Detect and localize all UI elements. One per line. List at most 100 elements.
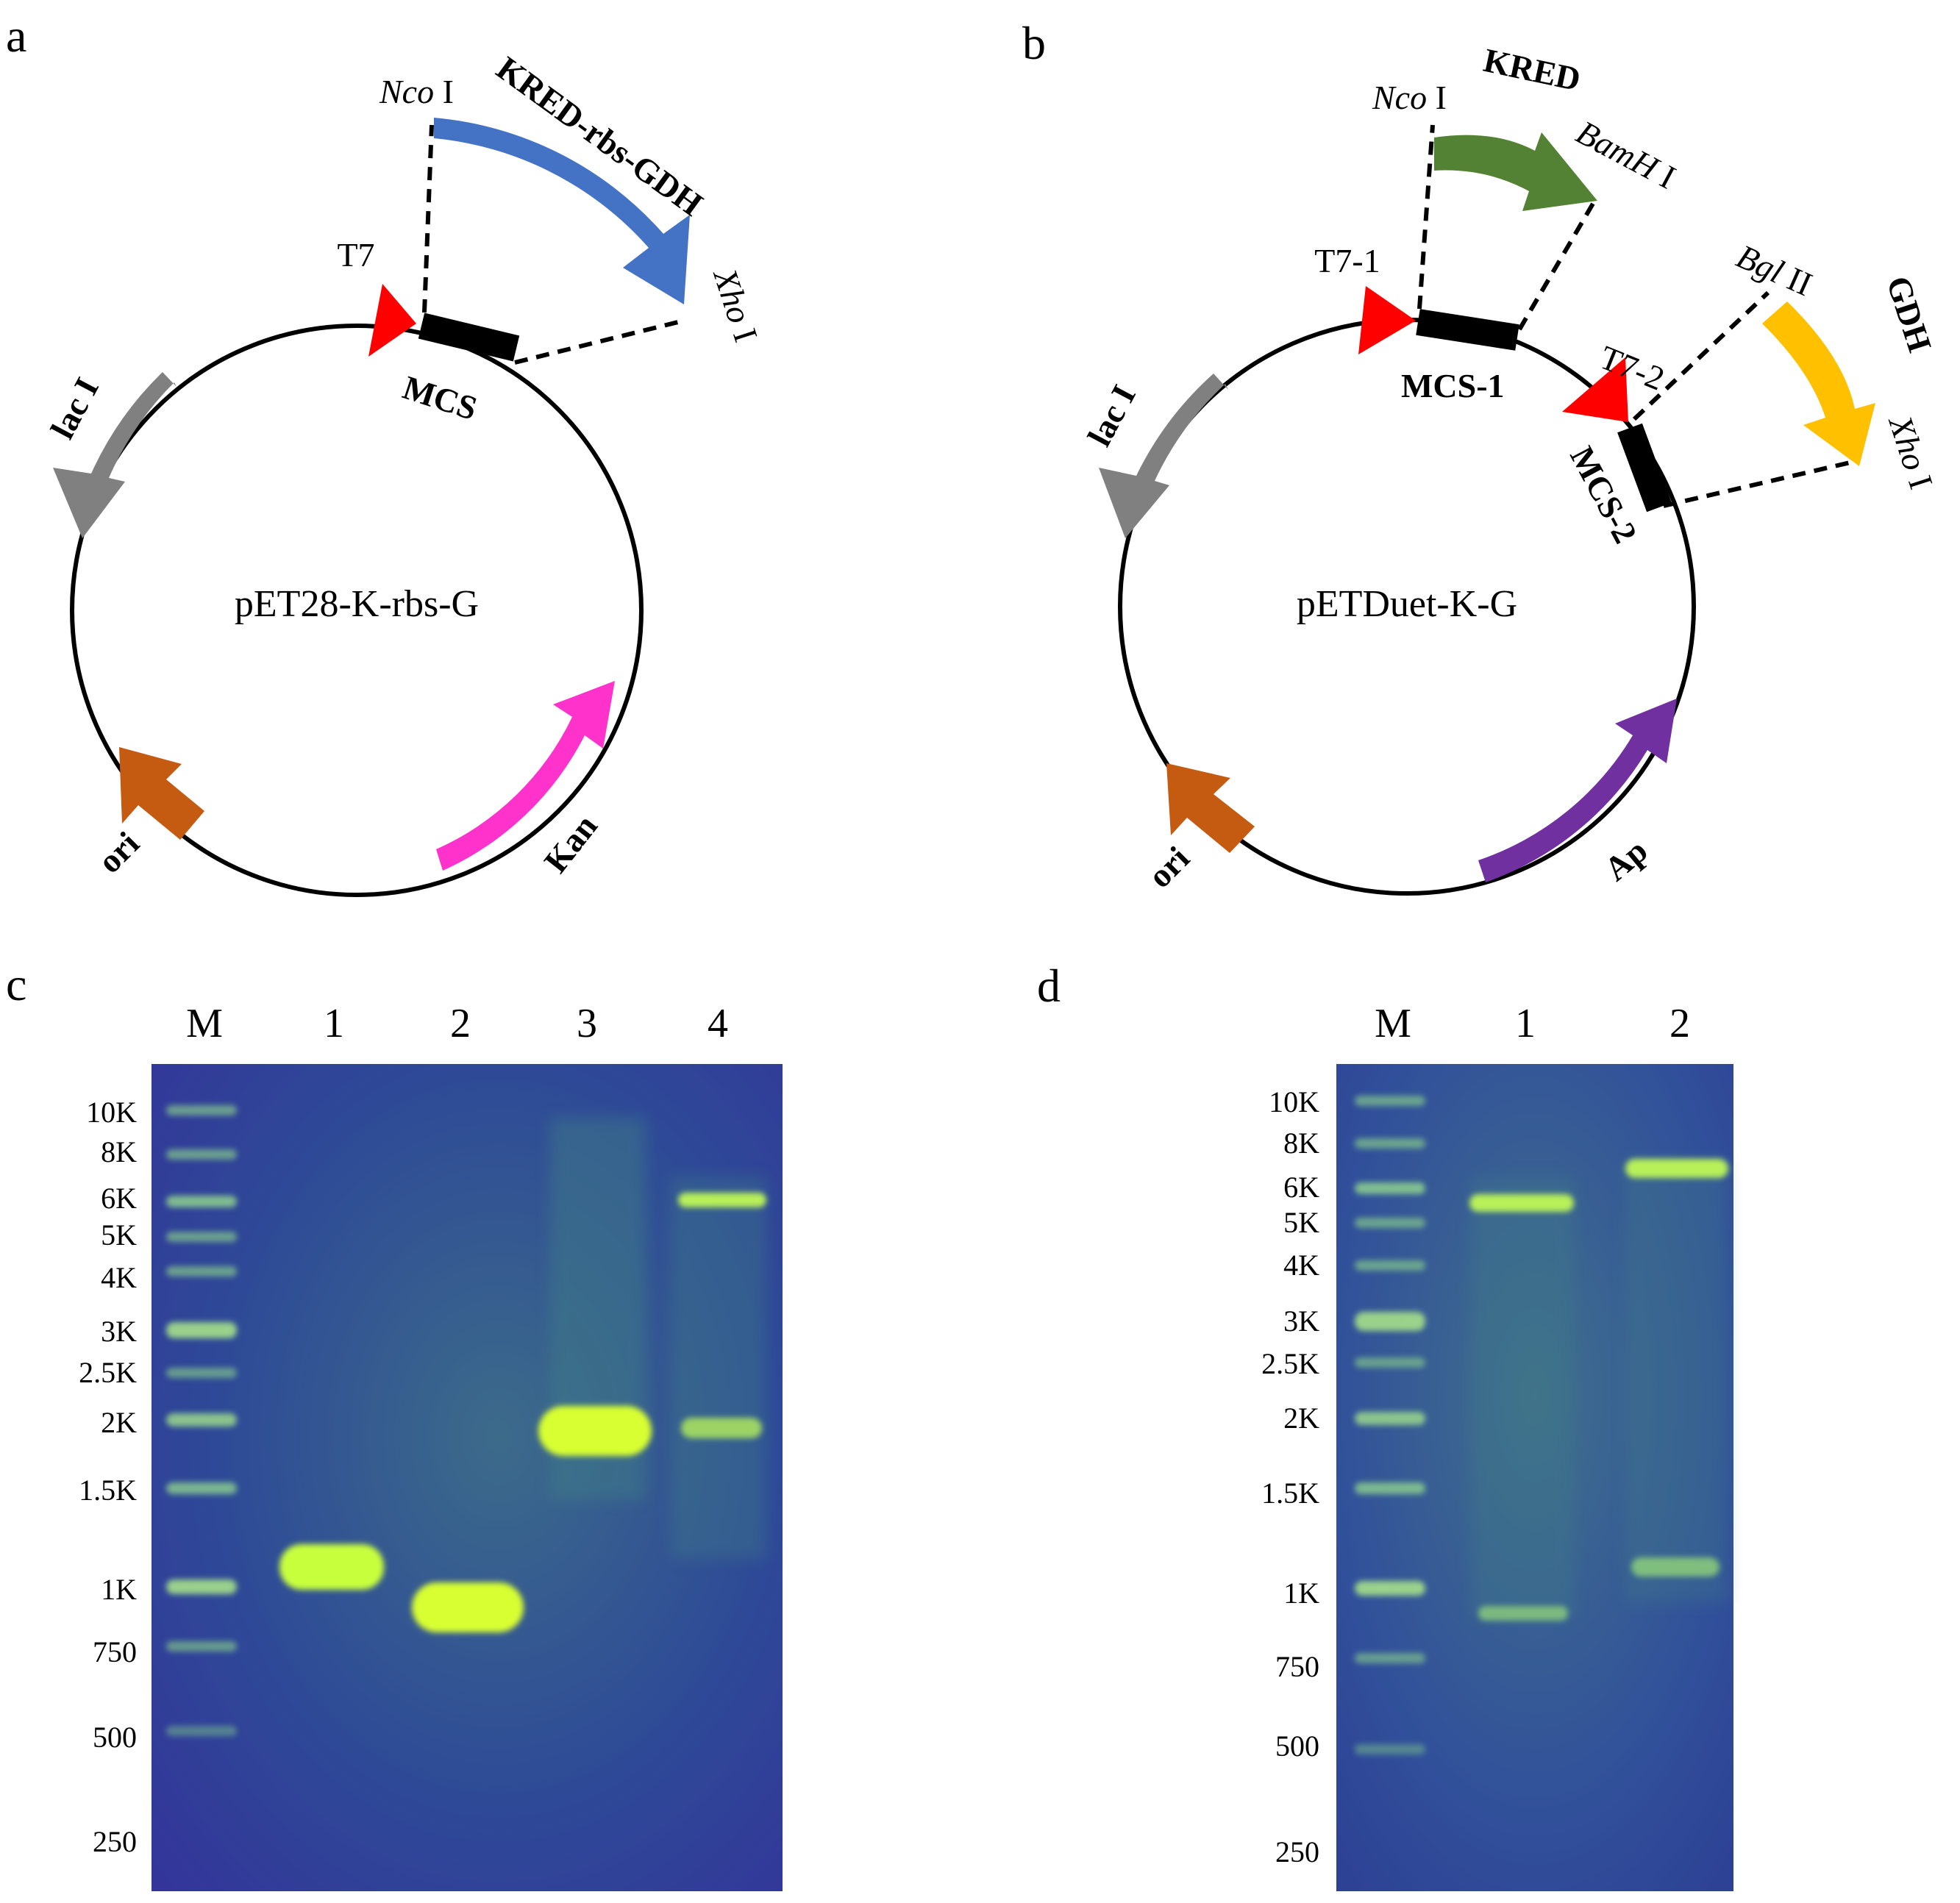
ladder-labels-c: 10K 8K 6K 5K 4K 3K 2.5K 2K 1.5K 1K 750 5… xyxy=(79,1096,137,1858)
ladder-label: 4K xyxy=(101,1261,137,1294)
ladder-label: 2K xyxy=(101,1406,137,1439)
ori-b-arrow xyxy=(1166,763,1255,853)
plasmid-a-backbone xyxy=(70,324,644,897)
lane-3-band xyxy=(538,1406,652,1456)
panel-a: a pET28-K-rbs-G T7 MCS Nco I KRED-rbs-GD… xyxy=(6,10,765,897)
ladder-band xyxy=(166,1322,237,1338)
gdh-label: GDH xyxy=(1879,271,1939,357)
ladder-band xyxy=(166,1196,237,1207)
ladder-label: 2.5K xyxy=(79,1356,137,1389)
plasmid-a-name: pET28-K-rbs-G xyxy=(235,583,479,625)
lane-label-1-d: 1 xyxy=(1515,1001,1536,1046)
kred-rbs-gdh-arrow xyxy=(434,118,690,304)
ladder-label: 750 xyxy=(1275,1650,1319,1683)
ori-label: ori xyxy=(90,824,146,880)
t7-2-promoter-icon xyxy=(1562,357,1628,422)
ladder-bands-d xyxy=(1355,1096,1425,1754)
ladder-label: 500 xyxy=(1275,1729,1319,1763)
ladder-band xyxy=(166,1368,237,1378)
ladder-labels-d: 10K 8K 6K 5K 4K 3K 2.5K 2K 1.5K 1K 750 5… xyxy=(1261,1085,1319,1868)
ladder-label: 3K xyxy=(1283,1304,1319,1338)
lane-1-band xyxy=(279,1544,384,1590)
lane-label-2-d: 2 xyxy=(1669,1001,1690,1046)
ladder-label: 8K xyxy=(101,1135,137,1168)
panel-c: c M 1 2 3 4 xyxy=(6,958,783,1891)
lane-label-m-d: M xyxy=(1375,1001,1411,1046)
t7-promoter-icon xyxy=(368,284,416,357)
kan-arrow xyxy=(436,681,615,871)
ladder-band xyxy=(166,1482,237,1494)
ladder-bands-c xyxy=(166,1105,237,1736)
ap-arrow xyxy=(1478,699,1677,882)
ladder-label: 10K xyxy=(1269,1085,1319,1118)
lane-label-4: 4 xyxy=(708,1001,728,1046)
ladder-label: 750 xyxy=(93,1635,137,1668)
t7-1-promoter-icon xyxy=(1358,286,1416,354)
ladder-band xyxy=(1355,1096,1425,1106)
mcs1-label: MCS-1 xyxy=(1401,367,1505,404)
panel-d: d M 1 2 1 xyxy=(1037,960,1733,1891)
lane-2-band xyxy=(412,1582,524,1632)
guide-line-nco-b xyxy=(1417,124,1435,310)
guide-line-bgl xyxy=(1632,290,1770,421)
ladder-band xyxy=(1355,1182,1425,1194)
lane-4-band-upper xyxy=(678,1193,766,1207)
ap-label: Ap xyxy=(1597,832,1655,888)
kred-label: KRED xyxy=(1480,41,1584,99)
lac-i-arrow xyxy=(53,372,177,538)
t7-label: T7 xyxy=(337,236,374,274)
bgl-site-label: Bgl II xyxy=(1731,238,1818,304)
lane-2-d-band-lower xyxy=(1631,1557,1720,1577)
kan-label: Kan xyxy=(537,807,605,879)
panel-c-letter: c xyxy=(6,958,26,1010)
mcs1-block xyxy=(1416,309,1519,351)
ori-b-label: ori xyxy=(1141,839,1197,895)
ladder-band xyxy=(1355,1581,1425,1596)
lane-labels-d: M 1 2 xyxy=(1375,1001,1690,1046)
ladder-label: 6K xyxy=(1283,1171,1319,1204)
ladder-band xyxy=(1355,1357,1425,1368)
t7-1-label: T7-1 xyxy=(1314,242,1380,279)
ladder-label: 1K xyxy=(1283,1577,1319,1610)
ladder-band xyxy=(166,1641,237,1652)
ladder-band xyxy=(1355,1482,1425,1494)
lane-label-m: M xyxy=(186,1001,223,1046)
ladder-label: 2.5K xyxy=(1261,1347,1319,1380)
ladder-band xyxy=(1355,1218,1425,1228)
guide-line-xho-b xyxy=(1663,460,1854,508)
ladder-band xyxy=(1355,1412,1425,1425)
mcs-block xyxy=(418,313,520,362)
lane-1-d-band-upper xyxy=(1469,1194,1574,1212)
plasmid-b-name: pETDuet-K-G xyxy=(1297,583,1517,625)
ladder-band xyxy=(1355,1744,1425,1754)
panel-b-letter: b xyxy=(1022,17,1046,69)
nco-site-label: Nco I xyxy=(379,73,454,110)
ladder-band xyxy=(1355,1653,1425,1663)
lane-label-3: 3 xyxy=(577,1001,597,1046)
ladder-band xyxy=(1355,1312,1425,1331)
panel-b: b pETDuet-K-G T7-1 MCS-1 T7-2 MCS-2 Nco … xyxy=(1022,17,1940,896)
ladder-band xyxy=(166,1413,237,1427)
lane-1-d-band-lower xyxy=(1478,1606,1568,1621)
lac-i-b-arrow xyxy=(1099,374,1228,538)
ladder-label: 500 xyxy=(93,1721,137,1754)
xho-site-b-label: Xho I xyxy=(1881,410,1940,493)
lac-i-b-label: lac I xyxy=(1080,379,1143,452)
guide-line-bamh xyxy=(1517,197,1598,331)
guide-line-nco xyxy=(422,124,434,313)
lane-label-2: 2 xyxy=(450,1001,471,1046)
ladder-band xyxy=(166,1726,237,1736)
ladder-label: 5K xyxy=(1283,1206,1319,1239)
lane-4-band-lower xyxy=(681,1418,762,1438)
lane-label-1: 1 xyxy=(324,1001,344,1046)
ladder-band xyxy=(166,1579,237,1594)
bamh-site-label: BamH I xyxy=(1570,113,1681,196)
ladder-label: 3K xyxy=(101,1315,137,1348)
ladder-band xyxy=(166,1266,237,1277)
panel-d-letter: d xyxy=(1037,960,1061,1012)
ladder-label: 10K xyxy=(86,1096,137,1129)
lane-2-d-smear xyxy=(1625,1162,1728,1603)
mcs-label: MCS xyxy=(399,368,482,427)
ladder-band xyxy=(166,1149,237,1160)
ori-arrow xyxy=(119,747,204,840)
